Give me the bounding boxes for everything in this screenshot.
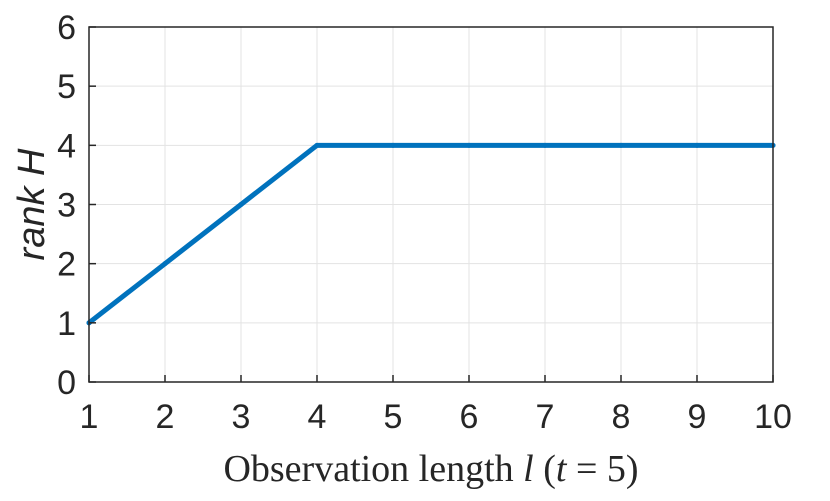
x-axis-title-part-1: Observation length bbox=[223, 448, 523, 490]
data-point bbox=[390, 142, 396, 148]
y-tick-label: 6 bbox=[57, 9, 76, 47]
x-axis-title-part-2: ( bbox=[534, 448, 556, 490]
x-tick-label: 2 bbox=[156, 398, 175, 436]
y-tick-label: 1 bbox=[57, 305, 76, 343]
tick-layer bbox=[88, 26, 774, 383]
x-tick-label: 4 bbox=[308, 398, 327, 436]
x-tick-label: 5 bbox=[384, 398, 403, 436]
x-tick-label: 6 bbox=[460, 398, 479, 436]
x-tick-label: 7 bbox=[536, 398, 555, 436]
y-tick-label: 3 bbox=[57, 187, 76, 225]
data-point bbox=[314, 142, 320, 148]
data-point bbox=[238, 202, 244, 207]
data-point bbox=[694, 142, 700, 148]
x-axis-title: Observation length l (t = 5) bbox=[223, 448, 638, 490]
data-point bbox=[466, 142, 472, 148]
x-tick-label: 10 bbox=[754, 398, 792, 436]
x-tick-label: 9 bbox=[688, 398, 707, 436]
y-tick-label: 2 bbox=[57, 246, 76, 284]
x-tick-label: 8 bbox=[612, 398, 631, 436]
x-axis-title-variable-l: l bbox=[523, 448, 534, 490]
y-tick-label: 5 bbox=[57, 68, 76, 106]
data-point bbox=[162, 261, 168, 267]
data-point bbox=[618, 142, 624, 148]
x-axis-title-part-3: = 5) bbox=[566, 448, 638, 490]
x-tick-label: 3 bbox=[232, 398, 251, 436]
y-tick-label: 4 bbox=[57, 127, 76, 165]
series-layer bbox=[86, 142, 776, 326]
x-tick-label: 1 bbox=[80, 398, 99, 436]
series-line-1 bbox=[86, 142, 776, 326]
x-axis-title-variable-t: t bbox=[556, 448, 568, 490]
data-point bbox=[542, 142, 548, 148]
grid-layer bbox=[88, 26, 774, 383]
y-axis-title: rank H bbox=[11, 148, 53, 260]
y-tick-label: 0 bbox=[57, 364, 76, 402]
